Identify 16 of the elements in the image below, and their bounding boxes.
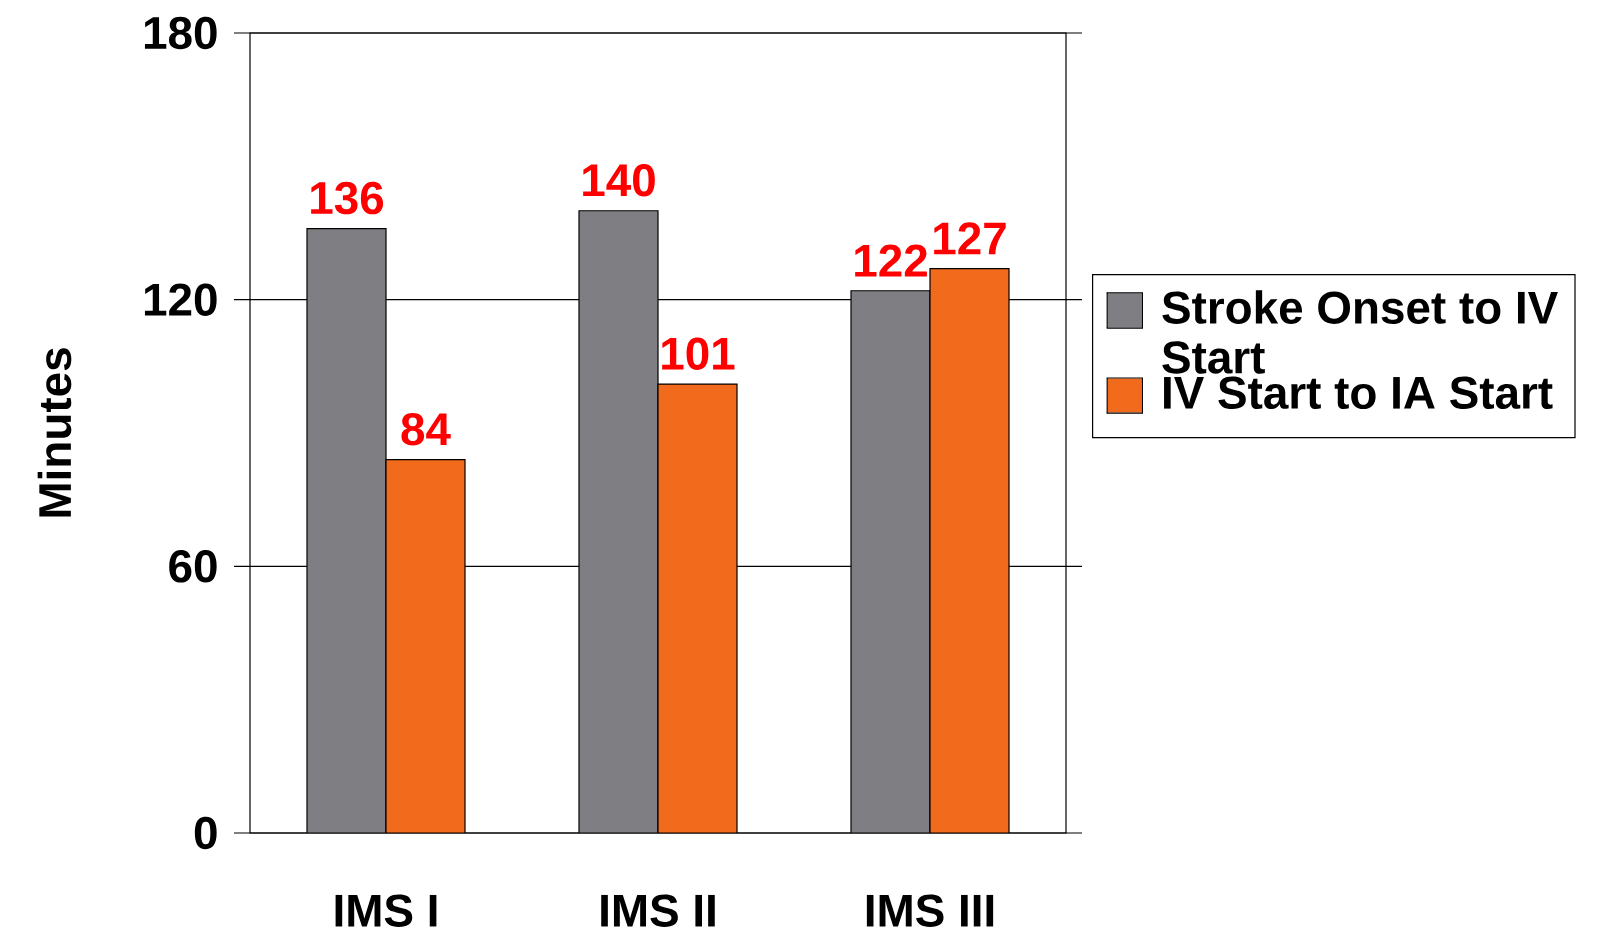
data-label: 101 xyxy=(662,337,735,370)
y-tick-label: 60 xyxy=(169,550,217,583)
data-label: 140 xyxy=(583,164,655,197)
data-label: 127 xyxy=(934,222,1006,255)
legend-label: Stroke Onset to IV Start xyxy=(1162,290,1558,374)
y-tick-label: 0 xyxy=(194,816,217,850)
x-tick-label: IMS III xyxy=(866,894,994,927)
y-tick-label: 180 xyxy=(144,16,217,50)
y-tick-label: 120 xyxy=(144,283,217,316)
data-label: 136 xyxy=(311,181,384,215)
x-tick-label: IMS I xyxy=(335,894,437,927)
data-label: 84 xyxy=(401,413,451,446)
y-axis-title: Minutes xyxy=(37,348,72,517)
data-label: 122 xyxy=(855,244,927,277)
legend-label: IV Start to IA Start xyxy=(1164,376,1553,410)
x-tick-label: IMS II xyxy=(601,894,715,927)
